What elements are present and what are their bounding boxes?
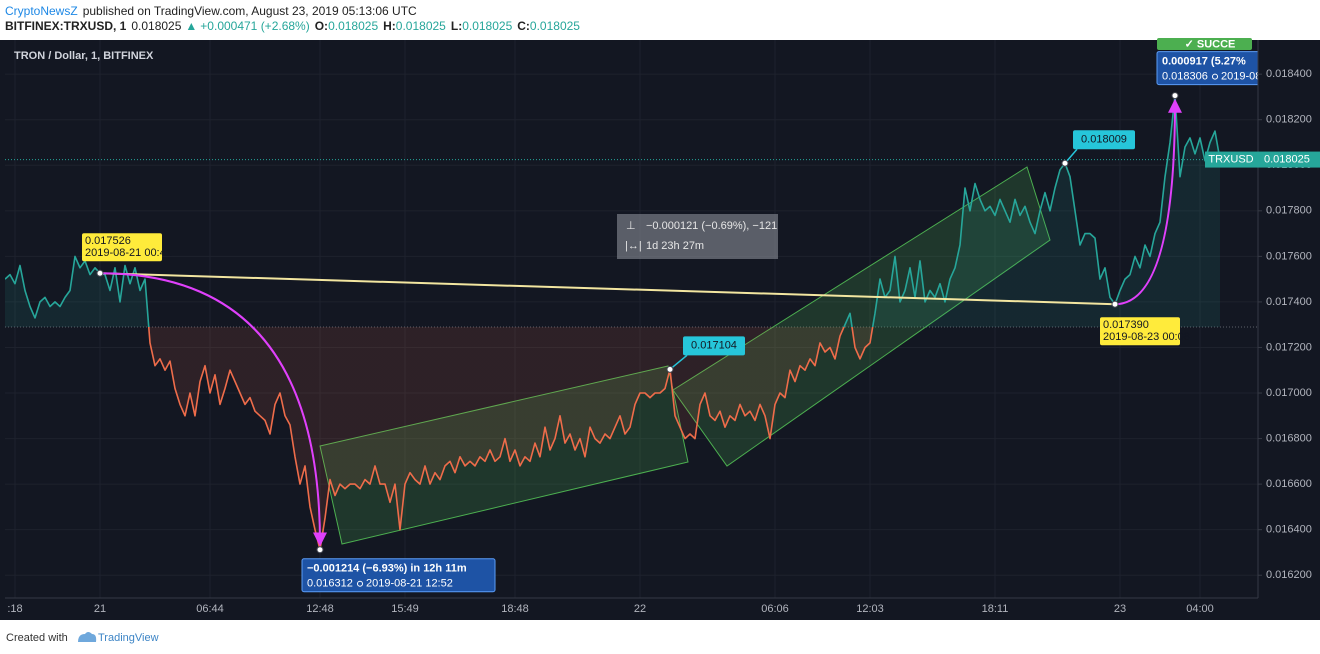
symbol-label-box (1205, 151, 1258, 168)
last-price-box (1258, 151, 1320, 168)
callout-box (683, 336, 745, 356)
callout-value: 0.017526 (85, 235, 131, 247)
ohlc-value: 0.018025 (462, 19, 512, 33)
measure-change: −0.001214 (−6.93%) in 12h 11m (307, 563, 467, 575)
ohlc-key: O: (315, 19, 328, 33)
x-tick-label: 15:49 (391, 603, 419, 615)
measure-date: 2019-08-21 12:52 (366, 578, 453, 590)
price-line (4, 94, 1221, 551)
y-tick-label: 0.016200 (1266, 569, 1312, 581)
y-tick-label: 0.016600 (1266, 478, 1312, 490)
projection-arrow (1114, 98, 1182, 306)
date-range-icon: ⊥ (626, 220, 636, 232)
y-tick-label: 0.017400 (1266, 296, 1312, 308)
measure-price: 0.018306 (1162, 70, 1208, 82)
anchor-point (1061, 159, 1069, 167)
measure-icon (1212, 73, 1218, 80)
ohlc-value: 0.018025 (328, 19, 378, 33)
tradingview-logo (78, 632, 97, 642)
axes: ✓ SUCCE 0.016200 0.016400 0.016600 0.016800… (0, 38, 1320, 620)
publisher-link[interactable]: CryptoNewsZ (5, 4, 78, 18)
measure-change: 0.000917 (5.27% (1162, 55, 1246, 67)
y-tick-label: 0.018200 (1266, 114, 1312, 126)
y-tick-label: 0.017600 (1266, 250, 1312, 262)
symbol-label: TRXUSD (1208, 153, 1253, 165)
last-price-label: 0.018025 (1264, 153, 1310, 165)
x-tick-label: :18 (7, 603, 22, 615)
x-tick-label: 04:00 (1186, 603, 1214, 615)
callout-value: 0.017104 (691, 340, 737, 352)
date-range-change: −0.000121 (−0.69%), −121 (646, 220, 777, 232)
date-range-box (617, 214, 778, 259)
anchor-point (1171, 92, 1179, 100)
footer-text: Created with (6, 632, 68, 644)
x-tick-label: 18:48 (501, 603, 529, 615)
y-tick-label: 0.016400 (1266, 524, 1312, 536)
measure-price: 0.016312 (307, 578, 353, 590)
published-text: published on TradingView.com, August 23,… (83, 4, 417, 18)
ohlc-key: H: (383, 19, 396, 33)
callout-pointer (669, 354, 688, 370)
callout-box (1100, 317, 1180, 346)
chart-title: TRON / Dollar, 1, BITFINEX (14, 50, 154, 62)
change: +0.000471 (+2.68%) (200, 19, 309, 33)
anchor-point (96, 269, 104, 277)
y-tick-label: 0.018400 (1266, 68, 1312, 80)
callout-date: 2019-08-23 00:08 (1103, 331, 1190, 343)
y-tick-label: 0.017800 (1266, 205, 1312, 217)
y-tick-label: 0.017200 (1266, 341, 1312, 353)
success-badge-text: ✓ SUCCE (1185, 38, 1236, 50)
ohlc-key: C: (517, 19, 530, 33)
callout-date: 2019-08-21 00:41 (85, 247, 172, 259)
callout-box (82, 233, 162, 262)
anchor-point (666, 365, 674, 373)
callout-value: 0.017390 (1103, 319, 1149, 331)
callout-box (1073, 130, 1135, 150)
x-tick-label: 12:48 (306, 603, 334, 615)
x-tick-label: 22 (634, 603, 646, 615)
drawing-tools: ⊥ −0.000121 (−0.69%), −121 |↔| 1d 23h 27… (14, 50, 1268, 593)
up-arrow: ▲ (185, 19, 197, 33)
measure-date: 2019-08 (1221, 70, 1261, 82)
date-range-icon: |↔| (625, 240, 642, 252)
x-tick-label: 12:03 (856, 603, 884, 615)
time-axis (0, 598, 1320, 620)
anchor-point (316, 546, 324, 554)
callout-value: 0.018009 (1081, 134, 1127, 146)
price-axis (1258, 40, 1320, 620)
symbol-line: BITFINEX:TRXUSD, 1 0.018025 ▲ +0.000471 (+2… (5, 19, 580, 33)
footer-brand[interactable]: TradingView (98, 632, 159, 644)
projection-arrow (99, 272, 327, 547)
symbol: BITFINEX:TRXUSD, 1 (5, 19, 127, 33)
x-tick-label: 21 (94, 603, 106, 615)
anchor-point (1111, 300, 1119, 308)
measure-box (301, 558, 496, 593)
ohlc-value: 0.018025 (530, 19, 580, 33)
y-tick-label: 0.016800 (1266, 432, 1312, 444)
trend-line (99, 272, 1116, 306)
date-range-span: 1d 23h 27m (646, 240, 704, 252)
left-edge (0, 40, 5, 620)
ohlc-value: 0.018025 (396, 19, 446, 33)
y-tick-label: 0.017000 (1266, 387, 1312, 399)
success-badge (1157, 38, 1252, 50)
last-price: 0.018025 (131, 19, 181, 33)
x-tick-label: 06:44 (196, 603, 224, 615)
x-tick-label: 18:11 (982, 603, 1009, 615)
ohlc-key: L: (451, 19, 462, 33)
x-tick-label: 06:06 (761, 603, 789, 615)
measure-icon (357, 580, 363, 587)
publish-line: CryptoNewsZ published on TradingView.com,… (5, 4, 417, 18)
x-tick-label: 23 (1114, 603, 1126, 615)
